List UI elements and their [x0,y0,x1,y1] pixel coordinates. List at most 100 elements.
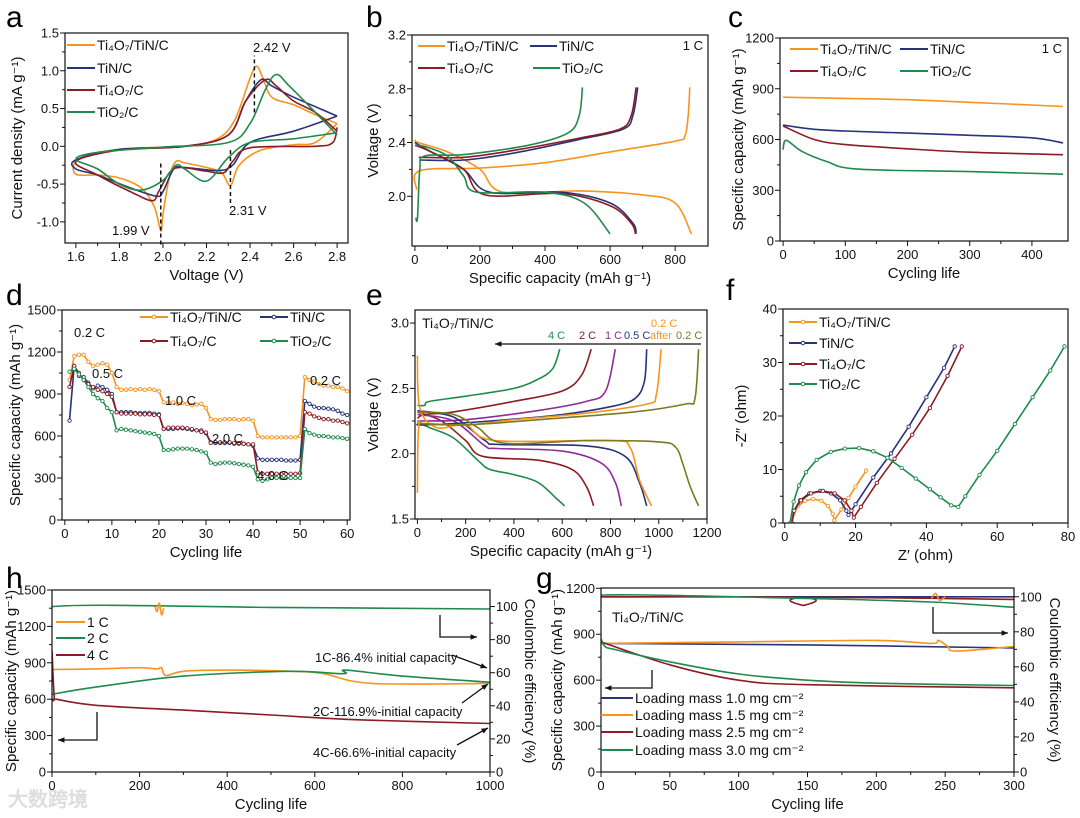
data-point [293,471,298,476]
legend-item: TiN/C [789,335,854,351]
data-point [255,456,260,461]
series-line-h-2 [52,650,490,725]
data-point [208,417,213,422]
data-point [232,417,237,422]
data-point [302,398,307,404]
legend-label: TiN/C [559,38,594,54]
rate-label: 0.2 C [310,373,341,388]
y-axis-label: -Z″ (ohm) [733,385,750,448]
data-point [128,428,133,433]
data-point [185,446,190,451]
x-tick-label: 0 [411,252,418,267]
data-point [842,446,848,451]
data-point [170,400,176,405]
x-tick-label: 400 [216,778,238,793]
data-point [293,435,298,440]
data-point [246,442,251,447]
series-line-g-7 [601,593,1014,609]
y-tick-label: 300 [34,471,56,486]
data-point [199,449,204,454]
y-tick-label: 10 [763,462,777,477]
data-point [906,424,911,429]
legend-item: TiN/C [260,309,325,325]
legend-item: Ti₄O₇/C [790,63,867,79]
data-point [203,430,209,435]
legend-item: Loading mass 3.0 mg cm⁻² [601,742,804,758]
y-tick-label: 2.5 [391,381,409,396]
data-point [189,426,195,432]
y-tick-label: 300 [752,183,774,198]
data-point [109,394,115,399]
y-axis-label: Specific capacity (mAh g⁻¹) [7,324,24,506]
x-tick-label: 0 [781,529,788,544]
y-axis-label: Current density (mA g⁻¹) [9,57,26,220]
data-point [853,502,858,507]
legend-item: TiN/C [900,41,965,57]
legend-item: Ti₄O₇/TiN/C [140,309,242,325]
series-line-f-2 [791,346,963,523]
panel-letter: h [6,562,23,595]
data-point [128,411,133,416]
data-point [128,386,133,392]
data-point [312,379,317,384]
legend-item: Loading mass 1.5 mg cm⁻² [601,707,804,723]
x-tick-label: 40 [919,529,933,544]
data-point [265,477,270,482]
y-tick-label: 0 [39,765,46,780]
data-point [820,488,825,494]
plot-frame [64,32,349,244]
legend-label: Ti₄O₇/C [170,333,217,349]
data-point [161,426,166,432]
data-point [910,432,915,437]
data-point [959,344,964,349]
series-line-e-0 [417,348,561,407]
legend-label: Ti₄O₇/C [819,356,866,372]
data-point [180,425,185,430]
data-point [345,412,350,418]
data-point [105,362,110,367]
data-point [175,401,180,406]
data-point [67,418,72,423]
data-point [250,464,256,469]
series-line-h-4 [154,602,165,616]
data-point [279,435,284,440]
annotation-arrow-head [480,663,487,669]
panel-h: h0 200 400 600 800 10000300600900120015000204… [3,562,538,813]
data-point [326,434,331,439]
plot-frame [51,589,491,773]
panel-letter: b [366,1,383,34]
data-point [76,372,82,377]
legend-item: Ti₄O₇/C [140,333,217,349]
series-line-b-3 [414,87,584,223]
y-tick-label: 30 [763,355,777,370]
data-point [288,435,293,440]
data-point [312,404,317,409]
series-line-e-4 [416,355,653,507]
data-point [798,498,804,503]
data-point [119,426,124,432]
data-point [279,475,284,481]
data-point [340,386,345,391]
legend-label: Ti₄O₇/TiN/C [820,41,892,57]
legend-item: TiO₂/C [789,376,860,392]
data-point [832,518,837,523]
series-line-e-3 [417,409,648,507]
data-point [109,410,115,415]
y-tick-label: 1.5 [41,26,59,41]
rate-label: after [650,330,672,342]
data-point [288,471,293,476]
y-tick-label: 40 [763,302,777,317]
y-tick-label: 1200 [27,345,56,360]
plot-area [782,96,1064,175]
data-point [76,352,82,357]
series-line-b-2 [418,87,637,159]
plot-frame [782,308,1069,524]
series-line-e-4 [416,349,662,493]
data-point [105,391,110,397]
y-tick-label: 1200 [17,619,46,634]
legend-label: Ti₄O₇/TiN/C [447,38,519,54]
y-tick-label: 900 [752,81,774,96]
data-point [147,431,152,436]
data-point [217,417,223,423]
plot-area [601,592,1014,689]
